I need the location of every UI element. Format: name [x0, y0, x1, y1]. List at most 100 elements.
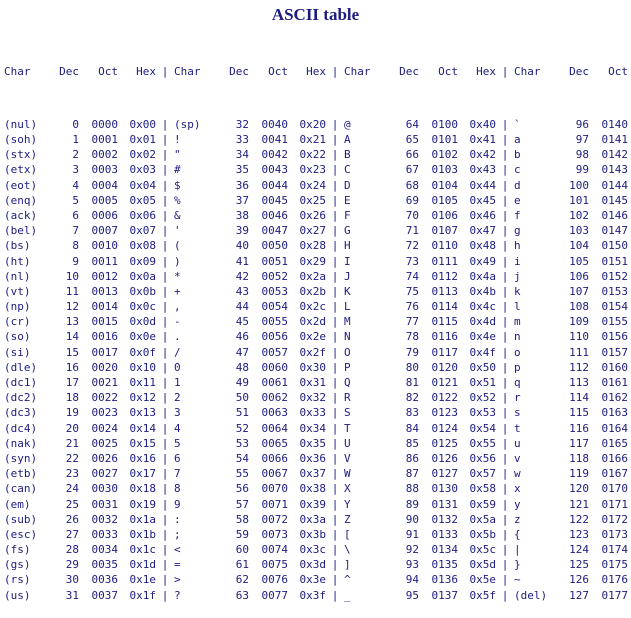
oct-cell: 0032 [91, 512, 119, 526]
char-cell: C [344, 163, 351, 177]
char-cell: (si) [4, 345, 31, 359]
oct-cell: 0172 [601, 512, 629, 526]
char-cell: F [344, 208, 351, 222]
page-title: ASCII table [271, 5, 360, 24]
dec-cell: 82 [405, 391, 419, 405]
char-cell: 6 [174, 451, 181, 465]
column-separator: | [331, 284, 339, 298]
hex-cell: 0x44 [469, 178, 497, 192]
hex-cell: 0x00 [129, 117, 157, 131]
dec-cell: 61 [235, 558, 249, 572]
char-cell: 9 [174, 497, 181, 511]
hex-cell: 0x23 [299, 163, 327, 177]
char-cell: (us) [4, 588, 31, 602]
hex-cell: 0x0e [129, 330, 157, 344]
char-cell: O [344, 345, 351, 359]
dec-cell: 91 [405, 527, 419, 541]
char-cell: (esc) [4, 527, 38, 541]
column-separator: | [331, 163, 339, 177]
column-separator: | [161, 391, 169, 405]
table-row: (nl) 10 0012 0x0a | * 42 0052 0x2a | J 74 0112 0x4a | j… [4, 269, 628, 284]
char-cell: (dc2) [4, 391, 38, 405]
oct-cell: 0155 [601, 315, 629, 329]
char-cell: P [344, 360, 351, 374]
column-separator: | [501, 300, 509, 314]
oct-cell: 0147 [601, 224, 629, 238]
hex-cell: 0x0c [129, 300, 157, 314]
oct-cell: 0140 [601, 117, 629, 131]
char-cell: ~ [514, 573, 521, 587]
hex-cell: 0x1c [129, 543, 157, 557]
char-cell: k [514, 284, 521, 298]
dec-cell: 18 [65, 391, 79, 405]
oct-cell: 0062 [261, 391, 289, 405]
char-cell: # [174, 163, 181, 177]
column-separator: | [501, 497, 509, 511]
char-cell: g [514, 224, 521, 238]
dec-cell: 67 [405, 163, 419, 177]
char-cell: { [514, 527, 521, 541]
char-cell: - [174, 315, 181, 329]
column-separator: | [501, 239, 509, 253]
dec-cell: 48 [235, 360, 249, 374]
dec-cell: 86 [405, 451, 419, 465]
column-separator: | [161, 269, 169, 283]
char-cell: N [344, 330, 351, 344]
column-separator: | [161, 467, 169, 481]
dec-cell: 80 [405, 360, 419, 374]
char-cell: $ [174, 178, 181, 192]
hex-cell: 0x5e [469, 573, 497, 587]
char-cell: (em) [4, 497, 31, 511]
char-cell: 8 [174, 482, 181, 496]
header-char: Char [174, 65, 201, 79]
column-separator: | [161, 193, 169, 207]
column-separator: | [501, 345, 509, 359]
dec-cell: 117 [569, 436, 589, 450]
hex-cell: 0x4f [469, 345, 497, 359]
dec-cell: 5 [72, 193, 79, 207]
hex-cell: 0x2e [299, 330, 327, 344]
hex-cell: 0x4c [469, 300, 497, 314]
hex-cell: 0x4b [469, 284, 497, 298]
char-cell: W [344, 467, 351, 481]
oct-cell: 0173 [601, 527, 629, 541]
dec-cell: 2 [72, 148, 79, 162]
char-cell: D [344, 178, 351, 192]
oct-cell: 0013 [91, 284, 119, 298]
dec-cell: 92 [405, 543, 419, 557]
dec-cell: 70 [405, 208, 419, 222]
oct-cell: 0157 [601, 345, 629, 359]
dec-cell: 98 [575, 148, 589, 162]
dec-cell: 60 [235, 543, 249, 557]
char-cell: s [514, 406, 521, 420]
table-row: (dc4) 20 0024 0x14 | 4 52 0064 0x34 | T 84 0124 0x54 |… [4, 421, 628, 436]
dec-cell: 71 [405, 224, 419, 238]
oct-cell: 0017 [91, 345, 119, 359]
header-oct: Oct [268, 65, 288, 79]
char-cell: H [344, 239, 351, 253]
char-cell: V [344, 451, 351, 465]
table-row: (bel) 7 0007 0x07 | ' 39 0047 0x27 | G 71 0107 0x47 | g… [4, 223, 628, 238]
char-cell: u [514, 436, 521, 450]
oct-cell: 0126 [431, 451, 459, 465]
column-separator: | [501, 224, 509, 238]
dec-cell: 26 [65, 512, 79, 526]
char-cell: " [174, 148, 181, 162]
column-separator: | [161, 148, 169, 162]
oct-cell: 0047 [261, 224, 289, 238]
hex-cell: 0x49 [469, 254, 497, 268]
char-cell: (del) [514, 588, 548, 602]
dec-cell: 65 [405, 133, 419, 146]
oct-cell: 0022 [91, 391, 119, 405]
oct-cell: 0161 [601, 376, 629, 389]
header-char: Char [344, 65, 371, 79]
oct-cell: 0077 [261, 588, 289, 602]
char-cell: (etx) [4, 163, 38, 177]
dec-cell: 93 [405, 558, 419, 572]
column-separator: | [331, 300, 339, 314]
dec-cell: 47 [235, 345, 249, 359]
column-separator: | [161, 133, 169, 146]
oct-cell: 0067 [261, 467, 289, 481]
dec-cell: 31 [65, 588, 79, 602]
column-separator: | [331, 178, 339, 192]
